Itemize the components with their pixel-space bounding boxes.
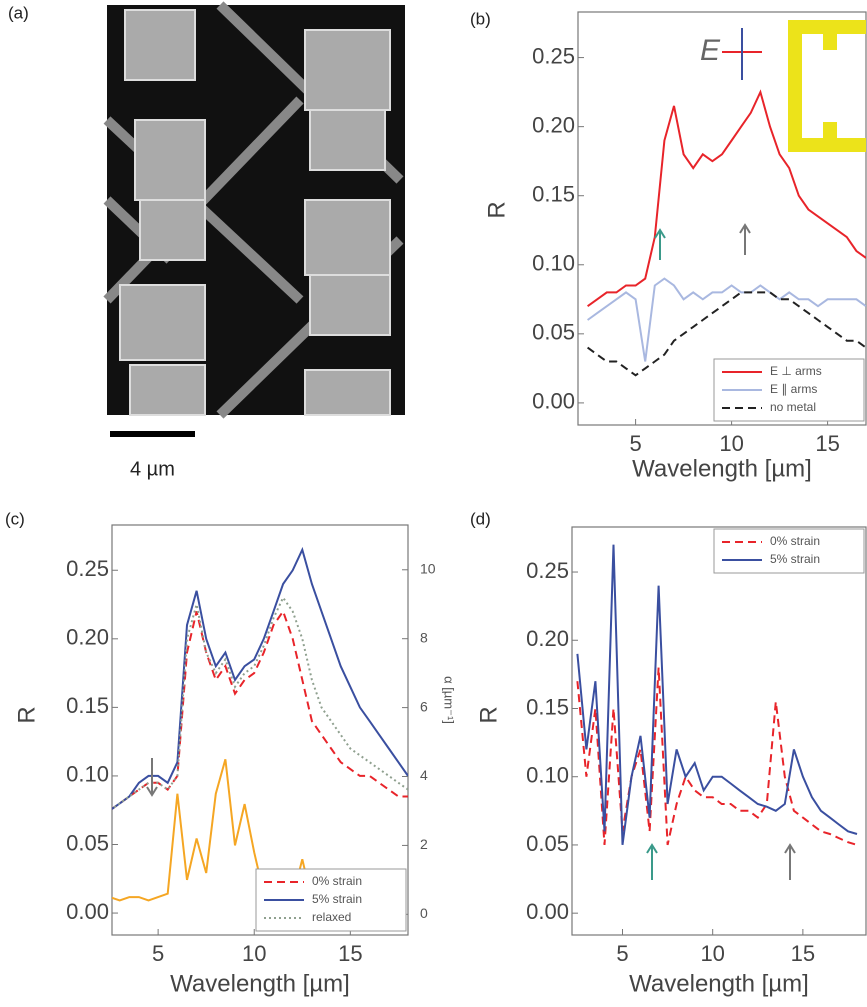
x-tick-label: 10	[719, 431, 743, 456]
y2-tick-label: 4	[420, 767, 428, 783]
x-axis-label: Wavelength [µm]	[629, 970, 809, 997]
y-tick-label: 0.00	[526, 899, 569, 924]
y-tick-label: 0.10	[526, 763, 569, 788]
y-tick-label: 0.25	[66, 556, 109, 581]
legend-label: E ⊥ arms	[770, 364, 822, 378]
data-line	[577, 545, 857, 845]
panel: (b) 0.00 0.05 0.10 0.15 0.20 0.25 5 10 15Waveleng…	[470, 9, 866, 482]
series-group	[110, 550, 408, 901]
x-tick-label: 15	[338, 941, 362, 966]
x-tick-label: 10	[242, 941, 266, 966]
y2-tick-label: 0	[420, 905, 428, 921]
annotation-arrow	[655, 230, 665, 260]
panel-label: (d)	[470, 509, 491, 528]
y-tick-label: 0.00	[66, 899, 109, 924]
y2-tick-label: 6	[420, 698, 428, 714]
y2-tick-label: 8	[420, 629, 428, 645]
legend-label: no metal	[770, 400, 816, 414]
legend: 0% strain 5% strain relaxed	[256, 869, 406, 931]
y-axis-label: R	[13, 706, 40, 723]
annotation-arrow	[740, 225, 750, 255]
y-tick-label: 0.25	[532, 43, 575, 68]
y2-tick-label: 10	[420, 560, 436, 576]
y-tick-label: 0.20	[66, 625, 109, 650]
series-group	[577, 545, 857, 845]
legend-label: relaxed	[312, 910, 351, 924]
y-tick-label: 0.00	[532, 389, 575, 414]
legend-label: 5% strain	[770, 552, 820, 566]
y2-axis-label: α [µm⁻¹]	[442, 676, 457, 724]
y-tick-label: 0.05	[532, 320, 575, 345]
y-tick-label: 0.20	[532, 112, 575, 137]
y-tick-label: 0.05	[526, 831, 569, 856]
x-tick-label: 15	[791, 941, 815, 966]
y-tick-label: 0.10	[66, 762, 109, 787]
y-axis-label: R	[483, 201, 510, 218]
x-tick-label: 5	[152, 941, 164, 966]
x-tick-label: 15	[815, 431, 839, 456]
scale-bar-label: 4 µm	[130, 458, 175, 480]
y-tick-label: 0.20	[526, 626, 569, 651]
annotation-arrow	[785, 845, 795, 880]
y-tick-label: 0.25	[526, 558, 569, 583]
sem-image	[107, 5, 405, 434]
legend-label: 0% strain	[770, 534, 820, 548]
panel: (d) 0.00 0.05 0.10 0.15 0.20 0.25 5 10 15 Waveleng…	[470, 509, 866, 997]
y2-tick-label: 2	[420, 836, 428, 852]
data-line	[110, 598, 408, 811]
inset-resonator	[795, 27, 866, 145]
x-tick-label: 10	[700, 941, 724, 966]
data-line	[110, 550, 408, 811]
legend-label: 0% strain	[312, 874, 362, 888]
legend-label: 5% strain	[312, 892, 362, 906]
figure: (a) 4 µm (b) 0.00 0.05 0.10 0.15 0.20 0.25 5 10 1…	[0, 0, 867, 1007]
y-tick-label: 0.15	[532, 182, 575, 207]
inset-label: E	[700, 34, 721, 67]
panel-label: (a)	[8, 3, 29, 22]
legend-label: E ∥ arms	[770, 382, 817, 396]
y-tick-label: 0.15	[66, 693, 109, 718]
x-tick-label: 5	[629, 431, 641, 456]
panel-label: (b)	[470, 9, 491, 28]
panel: (c) 0.00 0.05 0.10 0.15 0.20 0.25 5 10 15 0 2 4 6 8 10 W…	[5, 509, 457, 997]
legend: 0% strain 5% strain	[714, 529, 864, 573]
y-tick-label: 0.15	[526, 694, 569, 719]
x-axis-label: Wavelength [µm]	[632, 455, 812, 482]
legend: E ⊥ arms E ∥ arms no metal	[714, 359, 864, 421]
panel-label: (c)	[5, 509, 25, 528]
x-tick-label: 5	[616, 941, 628, 966]
x-axis-label: Wavelength [µm]	[170, 970, 350, 997]
y-tick-label: 0.10	[532, 251, 575, 276]
data-line	[588, 279, 866, 362]
annotation-arrow	[647, 845, 657, 880]
y-tick-label: 0.05	[66, 830, 109, 855]
y-axis-label: R	[475, 706, 502, 723]
